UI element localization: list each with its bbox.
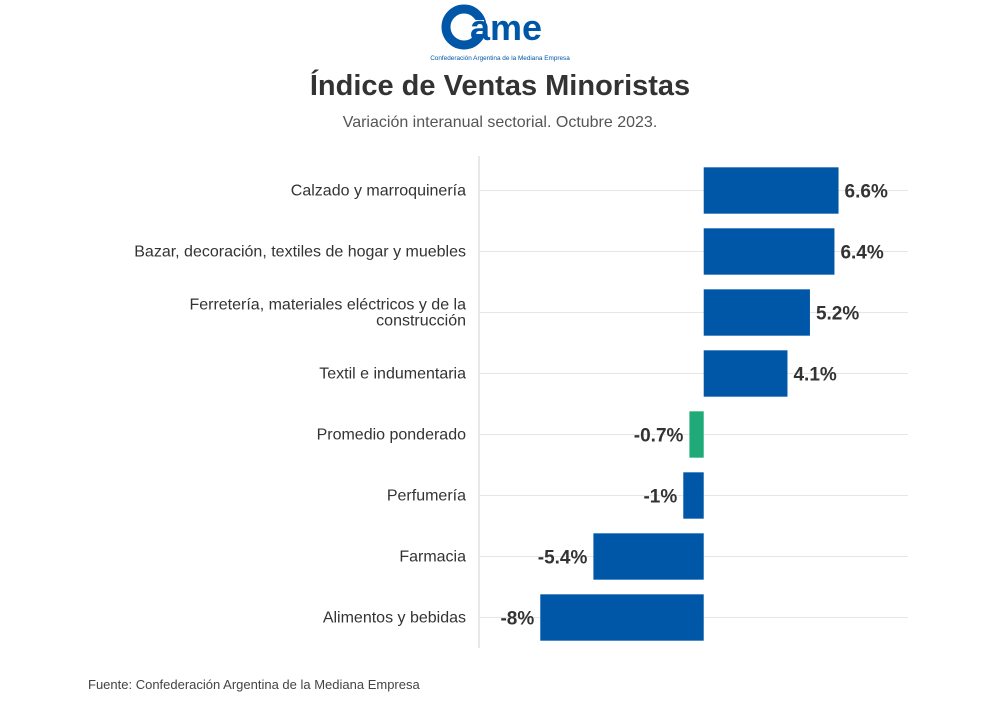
source-note: Fuente: Confederación Argentina de la Me…: [88, 677, 420, 692]
logo-caption: Confederación Argentina de la Mediana Em…: [430, 55, 570, 62]
logo-mark: ame: [470, 7, 542, 48]
bar: [703, 167, 839, 214]
category-label: Alimentos y bebidas: [323, 610, 466, 627]
category-label-line: Perfumería: [387, 488, 466, 505]
data-label: -5.4%: [538, 548, 588, 569]
chart-title: Índice de Ventas Minoristas: [309, 70, 691, 102]
category-label: Textil e indumentaria: [319, 366, 466, 383]
data-label: 6.4%: [840, 243, 883, 264]
category-label: Perfumería: [387, 488, 466, 505]
bar: [703, 350, 788, 397]
category-label: Calzado y marroquinería: [291, 183, 466, 200]
logo-c-gap: [468, 20, 484, 34]
category-label-line: Ferretería, materiales eléctricos y de l…: [189, 297, 466, 314]
category-label-line: Farmacia: [399, 549, 466, 566]
chart-subtitle: Variación interanual sectorial. Octubre …: [342, 114, 658, 131]
bar: [703, 228, 835, 275]
data-label: 4.1%: [793, 365, 836, 386]
category-label-line: Bazar, decoración, textiles de hogar y m…: [134, 244, 466, 261]
data-label: -0.7%: [634, 426, 684, 447]
data-label: 5.2%: [816, 304, 859, 325]
category-label-line: construcción: [376, 313, 466, 330]
data-label: 6.6%: [845, 182, 888, 203]
came-logo: ame Confederación Argentina de la Median…: [430, 4, 570, 62]
category-label-line: Alimentos y bebidas: [323, 610, 466, 627]
category-label: Farmacia: [399, 549, 466, 566]
data-label: -1%: [643, 487, 677, 508]
category-label: Promedio ponderado: [317, 427, 467, 444]
bar: [683, 472, 704, 519]
bar: [593, 533, 704, 580]
bar: [703, 289, 810, 336]
category-label-line: Calzado y marroquinería: [291, 183, 466, 200]
category-label-line: Promedio ponderado: [317, 427, 467, 444]
data-label: -8%: [500, 609, 534, 630]
category-label: Ferretería, materiales eléctricos y de l…: [189, 297, 466, 330]
bar: [540, 594, 704, 641]
bar: [689, 411, 704, 458]
category-label: Bazar, decoración, textiles de hogar y m…: [134, 244, 466, 261]
category-label-line: Textil e indumentaria: [319, 366, 466, 383]
